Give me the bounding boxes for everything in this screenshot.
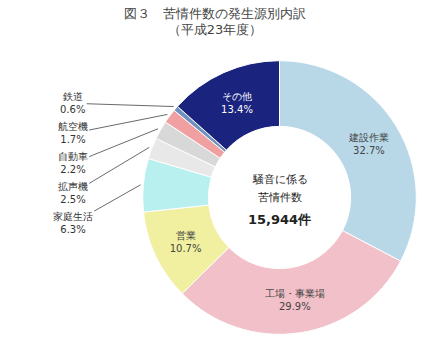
svg-text:苦情件数: 苦情件数 [258, 191, 302, 204]
svg-text:拡声機2.5%: 拡声機2.5% [58, 181, 88, 205]
svg-text:航空機1.7%: 航空機1.7% [58, 121, 88, 145]
svg-text:騒音に係る: 騒音に係る [252, 173, 308, 186]
svg-text:建設作業32.7%: 建設作業32.7% [348, 132, 389, 156]
svg-text:自動車2.2%: 自動車2.2% [58, 151, 88, 175]
svg-text:工場・事業場29.9%: 工場・事業場29.9% [265, 288, 325, 312]
svg-text:家庭生活6.3%: 家庭生活6.3% [53, 211, 93, 235]
svg-text:図３ 苦情件数の発生源別内訳（平成23年度）: 図３ 苦情件数の発生源別内訳（平成23年度） [124, 6, 306, 38]
svg-text:その他13.4%: その他13.4% [221, 91, 253, 115]
svg-text:営業10.7%: 営業10.7% [170, 230, 202, 254]
svg-text:15,944件: 15,944件 [248, 212, 311, 227]
svg-text:鉄道0.6%: 鉄道0.6% [60, 91, 85, 115]
